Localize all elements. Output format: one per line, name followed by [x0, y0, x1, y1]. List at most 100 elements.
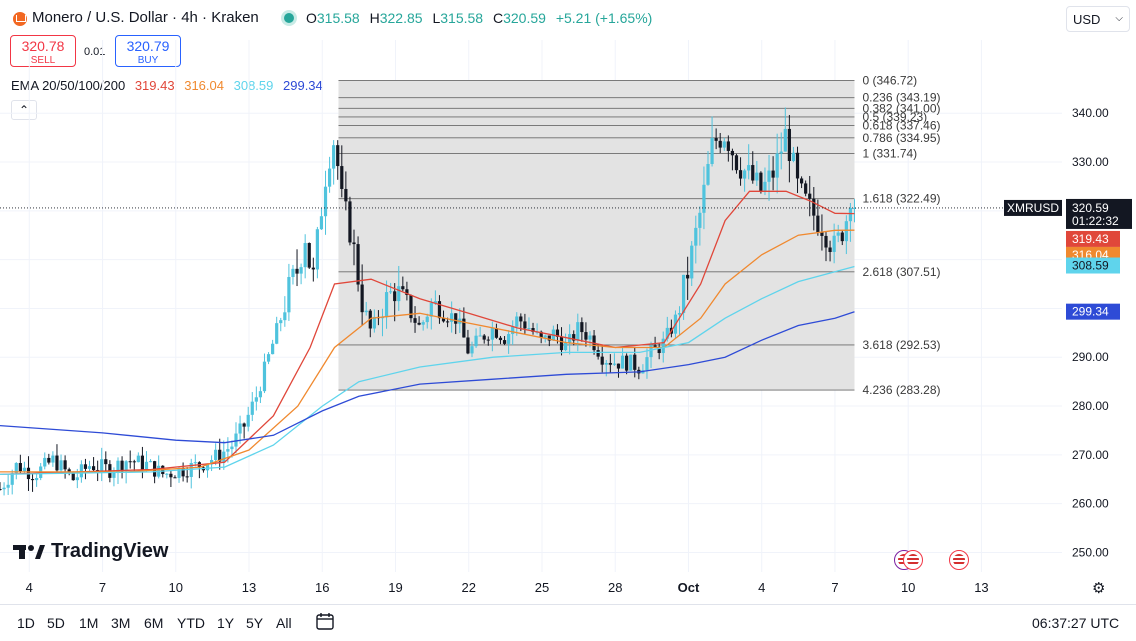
symbol-title[interactable]: Monero / U.S. Dollar · 4h · Kraken [32, 9, 259, 26]
candle-body [726, 141, 730, 151]
close-key: C [492, 10, 504, 26]
currency-select[interactable]: USD ⌵ [1066, 6, 1130, 32]
candle-body [136, 455, 140, 463]
timeframe-ytd[interactable]: YTD [177, 615, 205, 631]
candle-body [531, 328, 535, 332]
x-tick-label: 4 [26, 580, 33, 595]
candle-body [0, 489, 2, 491]
candle-body [600, 356, 604, 365]
fib-level-label: 1.618 (322.49) [862, 192, 940, 206]
candle-body [730, 150, 735, 156]
candle-body [246, 414, 250, 427]
candle-body [629, 354, 633, 371]
spread-value: 0.01 [84, 46, 106, 58]
candle-body [686, 274, 690, 279]
candle-body [808, 193, 812, 199]
candle-body [275, 323, 279, 344]
candle-body [262, 361, 267, 392]
candle-body [804, 183, 808, 194]
candle-body [409, 295, 413, 319]
candle-body [576, 322, 580, 341]
candle-body [759, 172, 763, 191]
candle-body [327, 168, 332, 187]
candle-body [43, 457, 47, 467]
candle-body [75, 477, 79, 481]
candle-body [799, 178, 804, 184]
candle-body [710, 138, 714, 164]
candle-body [572, 334, 576, 341]
candle-body [303, 243, 307, 268]
candle-body [148, 461, 153, 463]
tradingview-logo[interactable]: TradingView [13, 540, 168, 563]
ema-line [0, 229, 855, 473]
candle-body [580, 322, 584, 333]
timeframe-1m[interactable]: 1M [79, 615, 99, 631]
candle-body [319, 216, 324, 230]
candle-body [738, 170, 743, 179]
ema-50-value: 316.04 [184, 78, 224, 93]
logo-text: TradingView [51, 540, 169, 562]
sell-button[interactable]: 320.78 SELL [10, 35, 76, 67]
open-key: O [306, 10, 317, 26]
utc-clock[interactable]: 06:37:27 UTC [1032, 615, 1120, 631]
candle-body [311, 267, 315, 270]
collapse-legend-button[interactable]: ⌃ [11, 100, 37, 120]
candle-body [787, 128, 791, 161]
chevron-up-icon: ⌃ [18, 103, 30, 117]
calendar-range-icon[interactable] [316, 612, 334, 630]
candle-body [755, 172, 759, 181]
timeframe-all[interactable]: All [276, 615, 292, 631]
timeframe-5d[interactable]: 5D [47, 615, 65, 631]
candle-body [779, 151, 783, 154]
us-flag-event-icon[interactable] [949, 550, 969, 570]
timeframe-3m[interactable]: 3M [111, 615, 131, 631]
candle-body [222, 451, 226, 462]
us-flag-event-icon[interactable] [903, 550, 923, 570]
candle-body [22, 467, 27, 472]
fibonacci-retracement[interactable]: 0 (346.72)0.236 (343.19)0.382 (341.00)0.… [338, 73, 941, 397]
timeframe-1y[interactable]: 1Y [217, 615, 235, 631]
candle-body [527, 328, 531, 330]
candle-body [661, 338, 665, 354]
buy-button[interactable]: 320.79 BUY [115, 35, 181, 67]
candle-body [344, 188, 348, 202]
ema-price-value: 299.34 [1072, 305, 1109, 319]
candle-body [519, 316, 523, 322]
candle-body [433, 301, 437, 304]
candle-body [59, 460, 63, 471]
candle-body [751, 165, 755, 181]
candle-body [83, 464, 88, 469]
candle-body [743, 170, 747, 179]
candle-body [734, 155, 739, 171]
candle-body [299, 267, 303, 274]
fib-level-label: 0.236 (343.19) [862, 91, 940, 105]
ema-legend[interactable]: EMA 20/50/100/200 319.43 316.04 308.59 2… [11, 78, 329, 93]
last-price-box [1066, 198, 1132, 229]
candle-body [555, 329, 560, 337]
candle-body [563, 342, 568, 351]
settings-gear-icon[interactable]: ⚙ [1092, 580, 1106, 597]
candle-body [633, 354, 637, 370]
fib-level-label: 0.382 (341.00) [862, 101, 940, 115]
candle-body [340, 166, 344, 189]
candle-body [608, 362, 612, 365]
candle-body [523, 321, 527, 329]
candle-body [425, 316, 429, 323]
fib-level-label: 4.236 (283.28) [862, 383, 940, 397]
y-tick-label: 330.00 [1072, 155, 1109, 169]
candle-body [356, 244, 360, 285]
candle-body [352, 242, 356, 245]
candle-body [35, 478, 39, 481]
candle-body [653, 345, 657, 347]
candle-body [307, 243, 311, 268]
time-axis[interactable]: 4 7 10 13 16 19 22 25 28 Oct 4 7 10 13 [26, 580, 989, 595]
timeframe-5y[interactable]: 5Y [246, 615, 264, 631]
price-chart[interactable]: 250.00 260.00 270.00 280.00 290.00 330.00 340.… [0, 0, 1136, 604]
candle-body [718, 140, 722, 148]
timeframe-6m[interactable]: 6M [144, 615, 164, 631]
timeframe-1d[interactable]: 1D [17, 615, 35, 631]
candle-body [584, 332, 588, 340]
candle-body [254, 397, 258, 402]
candle-body [437, 301, 442, 319]
candle-body [482, 335, 486, 340]
